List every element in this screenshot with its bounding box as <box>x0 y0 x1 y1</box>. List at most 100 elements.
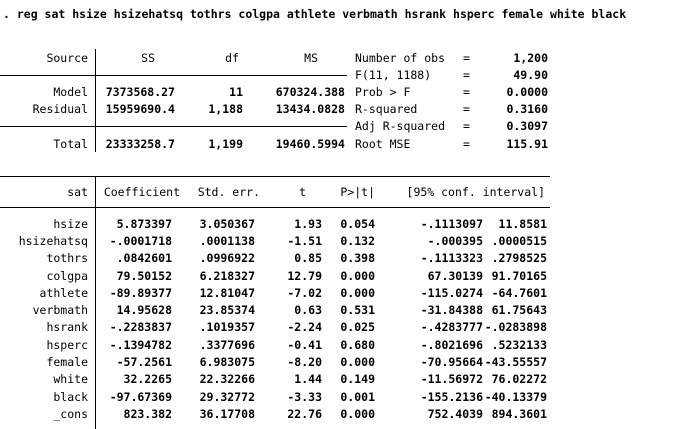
anova-header-row: Source SS df MS <box>0 49 347 66</box>
p-value: 0.000 <box>340 355 375 370</box>
coefficient-value: 79.50152 <box>116 268 172 283</box>
p-value: 0.025 <box>340 320 375 335</box>
coefficient-value: -57.2561 <box>116 355 172 370</box>
ci-upper: .0000515 <box>491 233 547 248</box>
coefficient-value: 14.95628 <box>116 303 172 318</box>
variable-name: hsizehatsq <box>18 233 88 248</box>
p-value: 0.398 <box>340 251 375 266</box>
variable-name: verbmath <box>32 303 88 318</box>
stat-value: 1,200 <box>513 50 548 65</box>
t-value: -0.41 <box>287 337 322 352</box>
ci-lower: -.000395 <box>427 233 483 248</box>
stderr-value: 12.81047 <box>199 285 255 300</box>
variable-name: colgpa <box>46 268 88 283</box>
ci-lower: 67.30139 <box>427 268 483 283</box>
variable-name: hsperc <box>46 337 88 352</box>
coef-header-row: sat Coefficient Std. err. t P>|t| [95% c… <box>0 176 550 208</box>
stderr-value: 29.32772 <box>199 389 255 404</box>
t-value: -8.20 <box>287 355 322 370</box>
coefficient-value: -.1394782 <box>109 337 172 352</box>
stderr-value: .0996922 <box>199 251 255 266</box>
ci-upper: -.0283898 <box>484 320 547 335</box>
stat-label: Prob > F <box>355 84 411 99</box>
stat-adj-r-squared: Adj R-squared = 0.3097 <box>355 118 548 135</box>
stat-number-of-obs: Number of obs = 1,200 <box>355 49 548 66</box>
p-value: 0.680 <box>340 337 375 352</box>
stat-value: 49.90 <box>513 67 548 82</box>
p-value: 0.132 <box>340 233 375 248</box>
coef-row-colgpa: colgpa 79.50152 6.218327 12.79 0.000 67.… <box>0 267 550 284</box>
ci-upper: -40.13379 <box>484 389 547 404</box>
coefficient-value: -89.89377 <box>109 285 172 300</box>
stat-root-mse: Root MSE = 115.91 <box>355 135 548 152</box>
equals-sign: = <box>463 102 470 117</box>
ci-upper: 61.75643 <box>491 303 547 318</box>
t-value: 22.76 <box>287 406 322 421</box>
coef-row-tothrs: tothrs .0842601 .0996922 0.85 0.398 -.11… <box>0 250 550 267</box>
stderr-value: 6.983075 <box>199 355 255 370</box>
anova-header-df: df <box>225 50 239 65</box>
stat-value: 0.3160 <box>506 102 548 117</box>
t-value: 1.93 <box>294 216 322 231</box>
p-value: 0.149 <box>340 372 375 387</box>
stderr-value: 36.17708 <box>199 406 255 421</box>
variable-name: black <box>53 389 88 404</box>
coef-row-black: black -97.67369 29.32772 -3.33 0.001 -15… <box>0 388 550 405</box>
anova-ss-value: 7373568.27 <box>105 84 175 99</box>
variable-name: tothrs <box>46 251 88 266</box>
variable-name: _cons <box>53 406 88 421</box>
anova-source-label: Total <box>53 136 88 151</box>
anova-table: Source SS df MS Model 7373568.27 11 6703… <box>0 49 347 152</box>
anova-row-model: Model 7373568.27 11 670324.388 <box>0 83 347 100</box>
ci-lower: -155.2136 <box>420 389 483 404</box>
coef-vertical-divider <box>95 176 96 429</box>
command-line: . reg sat hsize hsizehatsq tothrs colgpa… <box>3 7 627 21</box>
ci-upper: 76.02272 <box>491 372 547 387</box>
coef-row-verbmath: verbmath 14.95628 23.85374 0.63 0.531 -3… <box>0 301 550 318</box>
coefficient-table: sat Coefficient Std. err. t P>|t| [95% c… <box>0 176 550 429</box>
coef-header-ci: [95% conf. interval] <box>406 185 545 199</box>
ci-lower: -115.0274 <box>420 285 483 300</box>
coef-row-hsrank: hsrank -.2283837 .1019357 -2.24 0.025 -.… <box>0 319 550 336</box>
stat-label: Adj R-squared <box>355 119 446 134</box>
t-value: -7.02 <box>287 285 322 300</box>
anova-ss-value: 23333258.7 <box>105 136 175 151</box>
ci-upper: 91.70165 <box>491 268 547 283</box>
ci-lower: -.1113097 <box>420 216 483 231</box>
anova-source-label: Residual <box>32 102 88 117</box>
coef-row-female: female -57.2561 6.983075 -8.20 0.000 -70… <box>0 353 550 370</box>
ci-lower: -70.95664 <box>420 355 483 370</box>
ci-upper: -64.7601 <box>491 285 547 300</box>
stat-value: 115.91 <box>506 136 548 151</box>
coefficient-value: 32.2265 <box>123 372 172 387</box>
coef-row-cons: _cons 823.382 36.17708 22.76 0.000 752.4… <box>0 405 550 422</box>
variable-name: athlete <box>39 285 88 300</box>
coef-row-hsperc: hsperc -.1394782 .3377696 -0.41 0.680 -.… <box>0 336 550 353</box>
ci-lower: -31.84388 <box>420 303 483 318</box>
variable-name: hsrank <box>46 320 88 335</box>
anova-header-source: Source <box>46 50 88 65</box>
stderr-value: .3377696 <box>199 337 255 352</box>
ci-upper: 894.3601 <box>491 406 547 421</box>
anova-ms-value: 13434.0828 <box>275 102 345 117</box>
stat-f: F(11, 1188) = 49.90 <box>355 66 548 83</box>
anova-header-ms: MS <box>304 50 318 65</box>
stat-value: 0.3097 <box>506 119 548 134</box>
anova-header-ss: SS <box>141 50 155 65</box>
coef-header-coefficient: Coefficient <box>103 185 180 199</box>
anova-ms-value: 19460.5994 <box>275 136 345 151</box>
stat-prob-f: Prob > F = 0.0000 <box>355 83 548 100</box>
anova-ms-value: 670324.388 <box>275 84 345 99</box>
variable-name: white <box>53 372 88 387</box>
ci-lower: -.1113323 <box>420 251 483 266</box>
stat-label: F(11, 1188) <box>355 67 432 82</box>
stderr-value: .1019357 <box>199 320 255 335</box>
coef-rows: hsize 5.873397 3.050367 1.93 0.054 -.111… <box>0 208 550 423</box>
ci-lower: -11.56972 <box>420 372 483 387</box>
ci-upper: .5232133 <box>491 337 547 352</box>
anova-source-label: Model <box>53 84 88 99</box>
coefficient-value: -97.67369 <box>109 389 172 404</box>
stat-label: Number of obs <box>355 50 446 65</box>
t-value: 0.85 <box>294 251 322 266</box>
